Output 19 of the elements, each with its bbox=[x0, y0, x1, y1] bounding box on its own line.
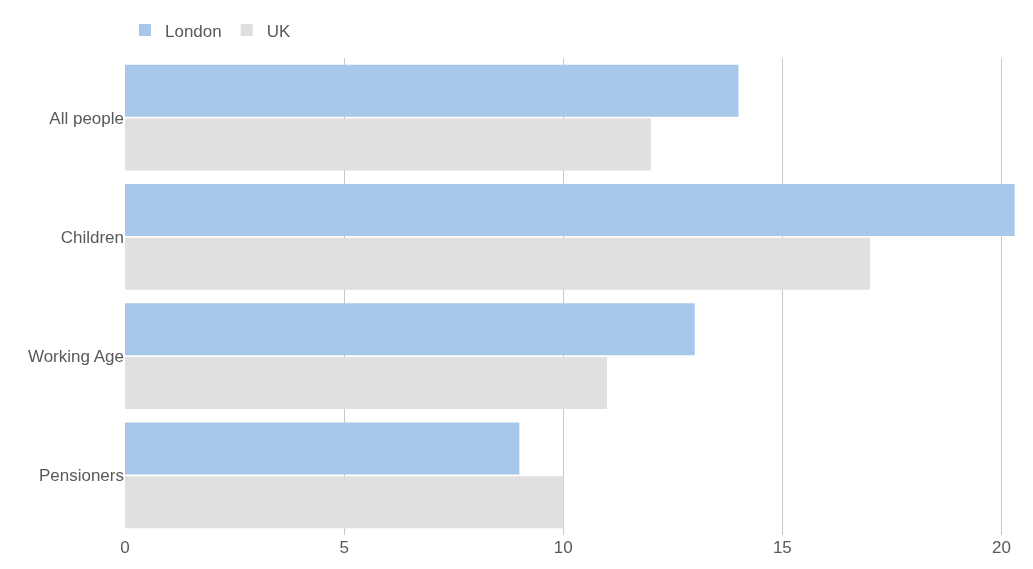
legend-label: London bbox=[165, 21, 222, 41]
bar bbox=[125, 356, 608, 409]
y-tick-label: Working Age bbox=[27, 347, 124, 367]
x-tick-label: 5 bbox=[339, 538, 349, 557]
bar bbox=[125, 476, 564, 529]
x-tick-label: 0 bbox=[120, 538, 130, 557]
bar bbox=[125, 184, 1015, 237]
bar bbox=[125, 303, 695, 356]
x-tick-label: 15 bbox=[772, 538, 792, 557]
y-tick-label: All people bbox=[49, 108, 124, 128]
y-tick-label: Children bbox=[60, 227, 124, 247]
bar bbox=[125, 422, 520, 475]
bar bbox=[125, 237, 870, 290]
x-tick-label: 10 bbox=[553, 538, 573, 557]
legend-label: UK bbox=[266, 21, 292, 41]
y-tick-label: Pensioners bbox=[38, 466, 124, 486]
x-tick-label: 20 bbox=[992, 538, 1011, 557]
bar bbox=[125, 118, 651, 171]
bar bbox=[125, 64, 739, 117]
